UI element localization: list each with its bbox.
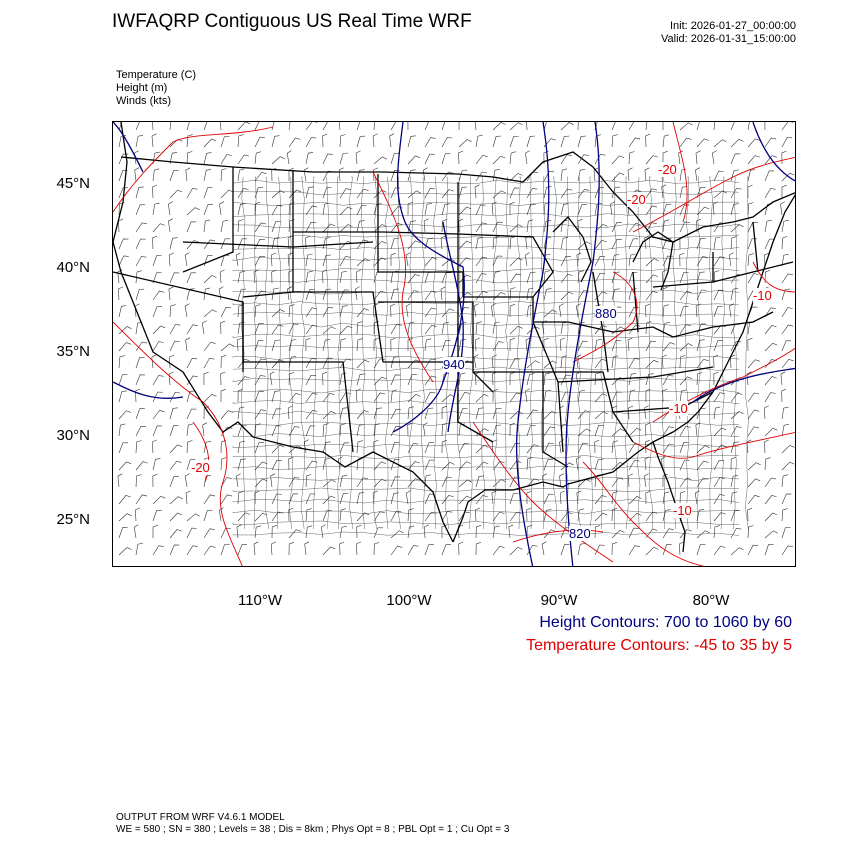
lon-label-80w: 80°W (692, 592, 730, 609)
lat-label-40n: 40°N (56, 259, 90, 276)
temperature-contour-label: -10 (673, 503, 692, 518)
map-panel: 940 880 820 -20 -20 -10 -10 -20 -10 (112, 121, 796, 567)
model-output-label: OUTPUT FROM WRF V4.6.1 MODEL (116, 812, 285, 823)
model-specs-label: WE = 580 ; SN = 380 ; Levels = 38 ; Dis … (116, 824, 510, 835)
height-contour-legend: Height Contours: 700 to 1060 by 60 (539, 614, 792, 631)
lon-label-90w: 90°W (540, 592, 578, 609)
field-winds: Winds (kts) (116, 95, 171, 107)
field-height: Height (m) (116, 82, 168, 94)
field-temperature: Temperature (C) (116, 69, 197, 81)
wind-barbs (117, 122, 795, 556)
state-borders (113, 122, 795, 553)
lat-label-30n: 30°N (56, 427, 90, 444)
temperature-contour-label: -20 (658, 162, 677, 177)
lat-label-35n: 35°N (56, 343, 90, 360)
county-lines (232, 176, 749, 536)
map-canvas (113, 122, 795, 566)
height-contours (113, 122, 795, 566)
temperature-contour-label: -20 (627, 192, 646, 207)
lat-label-25n: 25°N (56, 511, 90, 528)
temperature-contour-label: -10 (669, 401, 688, 416)
plot-title: IWFAQRP Contiguous US Real Time WRF (112, 11, 472, 32)
lon-label-100w: 100°W (386, 592, 432, 609)
temperature-contour-label: -20 (191, 460, 210, 475)
height-contour-label: 820 (569, 526, 591, 541)
height-contour-label: 940 (443, 357, 465, 372)
lon-label-110w: 110°W (237, 592, 283, 609)
valid-time: Valid: 2026-01-31_15:00:00 (661, 33, 796, 45)
lat-label-45n: 45°N (56, 175, 90, 192)
temperature-contours (113, 122, 795, 566)
height-contour-label: 880 (595, 306, 617, 321)
init-time: Init: 2026-01-27_00:00:00 (670, 20, 796, 32)
temperature-contour-label: -10 (753, 288, 772, 303)
temperature-contour-legend: Temperature Contours: -45 to 35 by 5 (526, 637, 792, 654)
